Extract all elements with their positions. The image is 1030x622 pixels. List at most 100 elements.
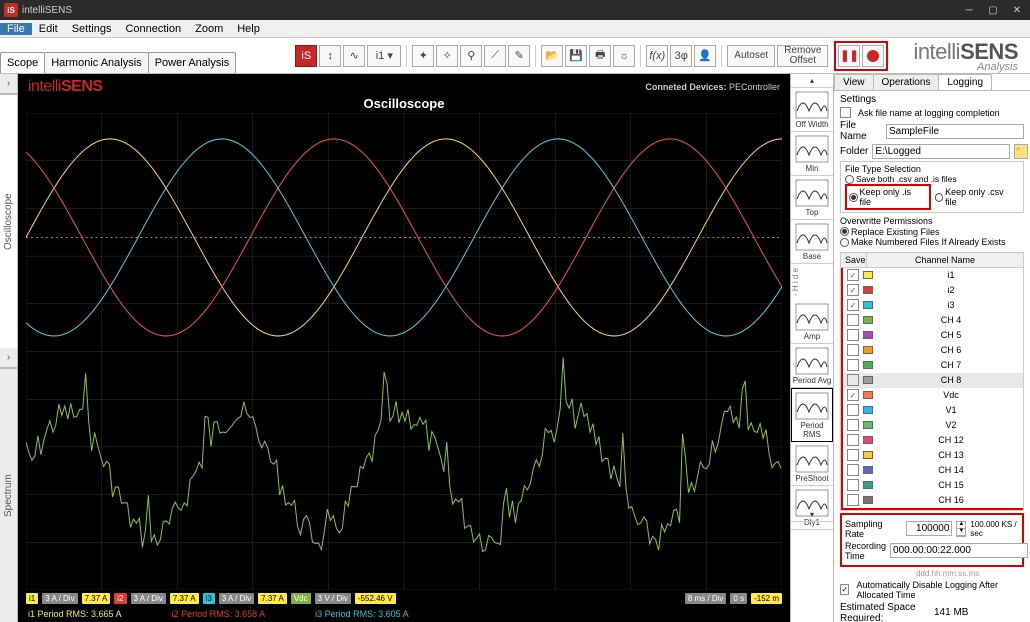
channel-row[interactable]: ✓Vdc	[843, 388, 1023, 403]
brightness-icon[interactable]: ☼	[613, 45, 635, 67]
menu-edit[interactable]: Edit	[32, 23, 65, 35]
channel-row[interactable]: CH 8	[843, 373, 1023, 388]
print-icon[interactable]: 🖶	[589, 45, 611, 67]
channel-chip[interactable]: -552.46 V	[355, 593, 396, 604]
channel-checkbox[interactable]	[847, 494, 859, 506]
scope-plot[interactable]	[26, 113, 782, 590]
measure-period-avg[interactable]: Period Avg	[791, 344, 833, 388]
channel-row[interactable]: CH 5	[843, 328, 1023, 343]
channel-checkbox[interactable]	[847, 314, 859, 326]
fx-icon[interactable]: f(x)	[646, 45, 668, 67]
harmonics-icon[interactable]: 3φ	[670, 45, 692, 67]
overwrite-number-radio[interactable]: Make Numbered Files If Already Exists	[840, 237, 1006, 247]
maximize-icon[interactable]: ▢	[984, 5, 1002, 16]
person-icon[interactable]: 👤	[694, 45, 716, 67]
marker4-icon[interactable]: ⟋	[484, 45, 506, 67]
channel-checkbox[interactable]: ✓	[847, 284, 859, 296]
channel-dropdown[interactable]: i1 ▾	[367, 45, 401, 67]
menu-file[interactable]: File	[0, 23, 32, 35]
marker2-icon[interactable]: ✧	[436, 45, 458, 67]
chevron-up-icon[interactable]: ▴	[791, 74, 833, 88]
channel-row[interactable]: CH 14	[843, 463, 1023, 478]
channel-checkbox[interactable]: ✓	[847, 269, 859, 281]
channel-row[interactable]: V1	[843, 403, 1023, 418]
auto-disable-checkbox[interactable]: ✓	[840, 584, 849, 595]
measure-preshoot[interactable]: PreShoot	[791, 442, 833, 486]
save-icon[interactable]: 💾	[565, 45, 587, 67]
channel-chip[interactable]: 7.37 A	[170, 593, 199, 604]
channel-chip[interactable]: i3	[203, 593, 215, 604]
tab-power[interactable]: Power Analysis	[148, 52, 237, 73]
rtab-view[interactable]: View	[834, 74, 874, 90]
measure-off-width[interactable]: Off Width	[791, 88, 833, 132]
time-chip[interactable]: 0 s	[730, 593, 747, 604]
filetype-csv-radio[interactable]: Keep only .csv file	[935, 187, 1013, 207]
tab-scope[interactable]: Scope	[0, 52, 45, 73]
channel-chip[interactable]: Vdc	[291, 593, 311, 604]
channel-checkbox[interactable]: ✓	[847, 299, 859, 311]
filetype-is-radio[interactable]: Keep only .is file	[849, 187, 921, 207]
channel-checkbox[interactable]: ✓	[847, 389, 859, 401]
menu-help[interactable]: Help	[230, 23, 267, 35]
ask-filename-checkbox[interactable]	[840, 107, 851, 118]
overwrite-replace-radio[interactable]: Replace Existing Files	[840, 227, 940, 237]
channel-checkbox[interactable]	[847, 404, 859, 416]
channel-chip[interactable]: i2	[114, 593, 126, 604]
filename-input[interactable]	[886, 124, 1024, 139]
channel-checkbox[interactable]	[847, 419, 859, 431]
menu-connection[interactable]: Connection	[118, 23, 188, 35]
channel-row[interactable]: CH 7	[843, 358, 1023, 373]
record-button[interactable]	[862, 45, 884, 67]
measure-top[interactable]: Top	[791, 176, 833, 220]
channel-checkbox[interactable]	[847, 329, 859, 341]
channel-checkbox[interactable]	[847, 479, 859, 491]
channel-checkbox[interactable]	[847, 359, 859, 371]
open-icon[interactable]: 📂	[541, 45, 563, 67]
folder-browse-icon[interactable]: 📁	[1014, 144, 1027, 159]
channel-row[interactable]: ✓i2	[843, 283, 1023, 298]
channel-row[interactable]: CH 13	[843, 448, 1023, 463]
chevron-icon[interactable]: ›	[0, 74, 17, 94]
recording-time-input[interactable]	[890, 543, 1028, 558]
autoset-button[interactable]: Autoset	[727, 45, 775, 67]
measure-min[interactable]: Min	[791, 132, 833, 176]
rtab-operations[interactable]: Operations	[873, 74, 940, 90]
pause-button[interactable]: ❚❚	[838, 45, 860, 67]
menu-zoom[interactable]: Zoom	[188, 23, 230, 35]
filetype-both-radio[interactable]: Save both .csv and .is files	[845, 174, 957, 184]
channel-chip[interactable]: i1	[26, 593, 38, 604]
channel-chip[interactable]: 3 A / Div	[219, 593, 254, 604]
sampling-rate-input[interactable]	[906, 521, 952, 536]
channel-row[interactable]: V2	[843, 418, 1023, 433]
close-icon[interactable]: ✕	[1008, 5, 1026, 16]
remove-offset-button[interactable]: Remove Offset	[777, 45, 828, 67]
app-icon-button[interactable]: iS	[295, 45, 317, 67]
time-chip[interactable]: -152 m	[751, 593, 782, 604]
channel-checkbox[interactable]	[847, 374, 859, 386]
channel-row[interactable]: CH 16	[843, 493, 1023, 508]
marker5-icon[interactable]: ✎	[508, 45, 530, 67]
sampling-stepper[interactable]: ▲▼	[956, 521, 966, 537]
folder-input[interactable]	[872, 144, 1010, 159]
rtab-logging[interactable]: Logging	[938, 74, 992, 90]
channel-row[interactable]: CH 15	[843, 478, 1023, 493]
channel-chip[interactable]: 3 A / Div	[131, 593, 166, 604]
channel-chip[interactable]: 7.37 A	[258, 593, 287, 604]
wave-tool-icon[interactable]: ∿	[343, 45, 365, 67]
time-chip[interactable]: 8 ms / Div	[685, 593, 727, 604]
channel-row[interactable]: CH 6	[843, 343, 1023, 358]
vtab-oscilloscope[interactable]: Oscilloscope	[0, 94, 17, 348]
marker3-icon[interactable]: ⚲	[460, 45, 482, 67]
minimize-icon[interactable]: ─	[960, 5, 978, 16]
measure-period-rms[interactable]: Period RMS	[791, 388, 833, 442]
vtab-spectrum[interactable]: Spectrum	[0, 368, 17, 622]
channel-chip[interactable]: 7.37 A	[82, 593, 111, 604]
channel-checkbox[interactable]	[847, 344, 859, 356]
channel-row[interactable]: CH 12	[843, 433, 1023, 448]
measure-amp[interactable]: Amp	[791, 300, 833, 344]
channel-checkbox[interactable]	[847, 449, 859, 461]
channel-row[interactable]: CH 4	[843, 313, 1023, 328]
chevron-down-icon[interactable]: ▾	[791, 508, 833, 522]
channel-chip[interactable]: 3 V / Div	[315, 593, 351, 604]
chevron-icon[interactable]: ›	[0, 348, 17, 368]
